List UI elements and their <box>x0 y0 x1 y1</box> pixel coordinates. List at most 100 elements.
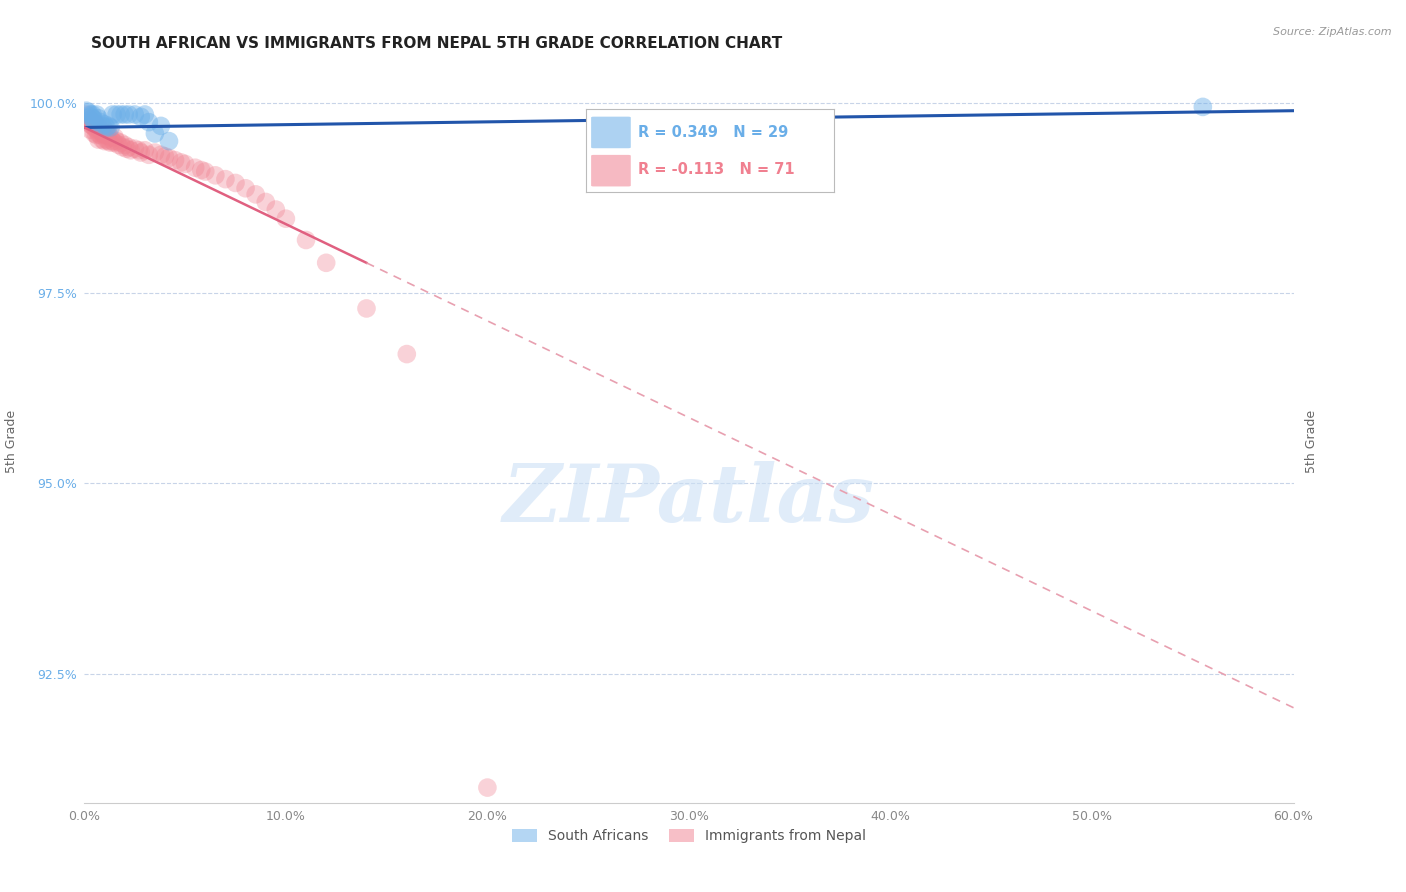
Point <box>477 780 499 795</box>
Point <box>97 119 120 133</box>
Point <box>97 134 120 148</box>
Point <box>101 107 124 121</box>
Point <box>395 347 418 361</box>
Point <box>91 120 114 135</box>
Point <box>89 115 111 129</box>
Text: Source: ZipAtlas.com: Source: ZipAtlas.com <box>1274 27 1392 37</box>
Point <box>111 140 134 154</box>
Point <box>295 233 318 247</box>
Point <box>86 122 108 136</box>
Point <box>138 148 160 162</box>
Point <box>129 145 152 160</box>
Point <box>87 112 110 126</box>
Point <box>134 143 156 157</box>
Point <box>96 133 118 147</box>
Point <box>214 172 236 186</box>
Point <box>87 120 110 135</box>
Point <box>104 136 127 150</box>
Point <box>75 103 97 118</box>
Point <box>235 181 257 195</box>
Point <box>143 145 166 160</box>
Point <box>1192 100 1215 114</box>
Point <box>82 115 104 129</box>
Point <box>120 143 142 157</box>
Point <box>114 137 136 152</box>
Point <box>89 128 111 142</box>
Point <box>79 110 101 124</box>
Point <box>107 137 129 152</box>
Point <box>128 143 150 157</box>
Point <box>96 120 118 135</box>
Point <box>274 211 297 226</box>
Point <box>114 107 136 121</box>
Point <box>254 194 277 209</box>
Point <box>100 130 122 145</box>
Point <box>157 151 180 165</box>
Legend: South Africans, Immigrants from Nepal: South Africans, Immigrants from Nepal <box>505 822 873 850</box>
Point <box>79 117 101 131</box>
Point <box>356 301 378 316</box>
Point <box>79 112 101 127</box>
Point <box>225 176 247 190</box>
Point <box>82 107 104 121</box>
Point <box>100 120 122 135</box>
Point <box>264 202 287 217</box>
Point <box>153 149 176 163</box>
Point <box>83 115 105 129</box>
Y-axis label: 5th Grade: 5th Grade <box>1305 410 1317 473</box>
Point <box>93 128 115 142</box>
Point <box>104 130 127 145</box>
Point <box>83 115 105 129</box>
Point <box>91 133 114 147</box>
Point <box>96 127 118 141</box>
Point <box>124 107 146 121</box>
Point <box>149 119 172 133</box>
Point <box>245 187 267 202</box>
Point <box>77 115 100 129</box>
Point <box>115 142 138 156</box>
Point <box>100 136 122 150</box>
Point <box>184 161 207 175</box>
Point <box>86 117 108 131</box>
Point <box>110 107 132 121</box>
Point <box>86 107 108 121</box>
Point <box>86 128 108 142</box>
Point <box>190 163 212 178</box>
Point <box>87 133 110 147</box>
Point <box>110 136 132 150</box>
Point <box>79 107 101 121</box>
Point <box>89 122 111 136</box>
Point <box>93 122 115 136</box>
Point <box>105 134 128 148</box>
Point <box>82 112 104 126</box>
Point <box>143 127 166 141</box>
Point <box>174 157 197 171</box>
Point <box>83 120 105 135</box>
Point <box>194 164 217 178</box>
Point <box>75 107 97 121</box>
Point <box>118 107 141 121</box>
Point <box>124 142 146 156</box>
Y-axis label: 5th Grade: 5th Grade <box>6 410 18 473</box>
Point <box>91 127 114 141</box>
Point <box>170 155 193 169</box>
Point <box>138 115 160 129</box>
Text: SOUTH AFRICAN VS IMMIGRANTS FROM NEPAL 5TH GRADE CORRELATION CHART: SOUTH AFRICAN VS IMMIGRANTS FROM NEPAL 5… <box>91 36 783 51</box>
Point <box>77 112 100 126</box>
Point <box>82 112 104 126</box>
Point <box>101 134 124 148</box>
Point <box>97 128 120 142</box>
Point <box>149 148 172 162</box>
Text: ZIPatlas: ZIPatlas <box>503 460 875 538</box>
Point <box>87 127 110 141</box>
Point <box>83 127 105 141</box>
Point <box>165 153 187 168</box>
Point <box>91 119 114 133</box>
Point <box>83 112 105 127</box>
Point <box>105 107 128 121</box>
Point <box>118 140 141 154</box>
Point <box>134 107 156 121</box>
Point <box>82 119 104 133</box>
Point <box>129 110 152 124</box>
Point <box>157 134 180 148</box>
